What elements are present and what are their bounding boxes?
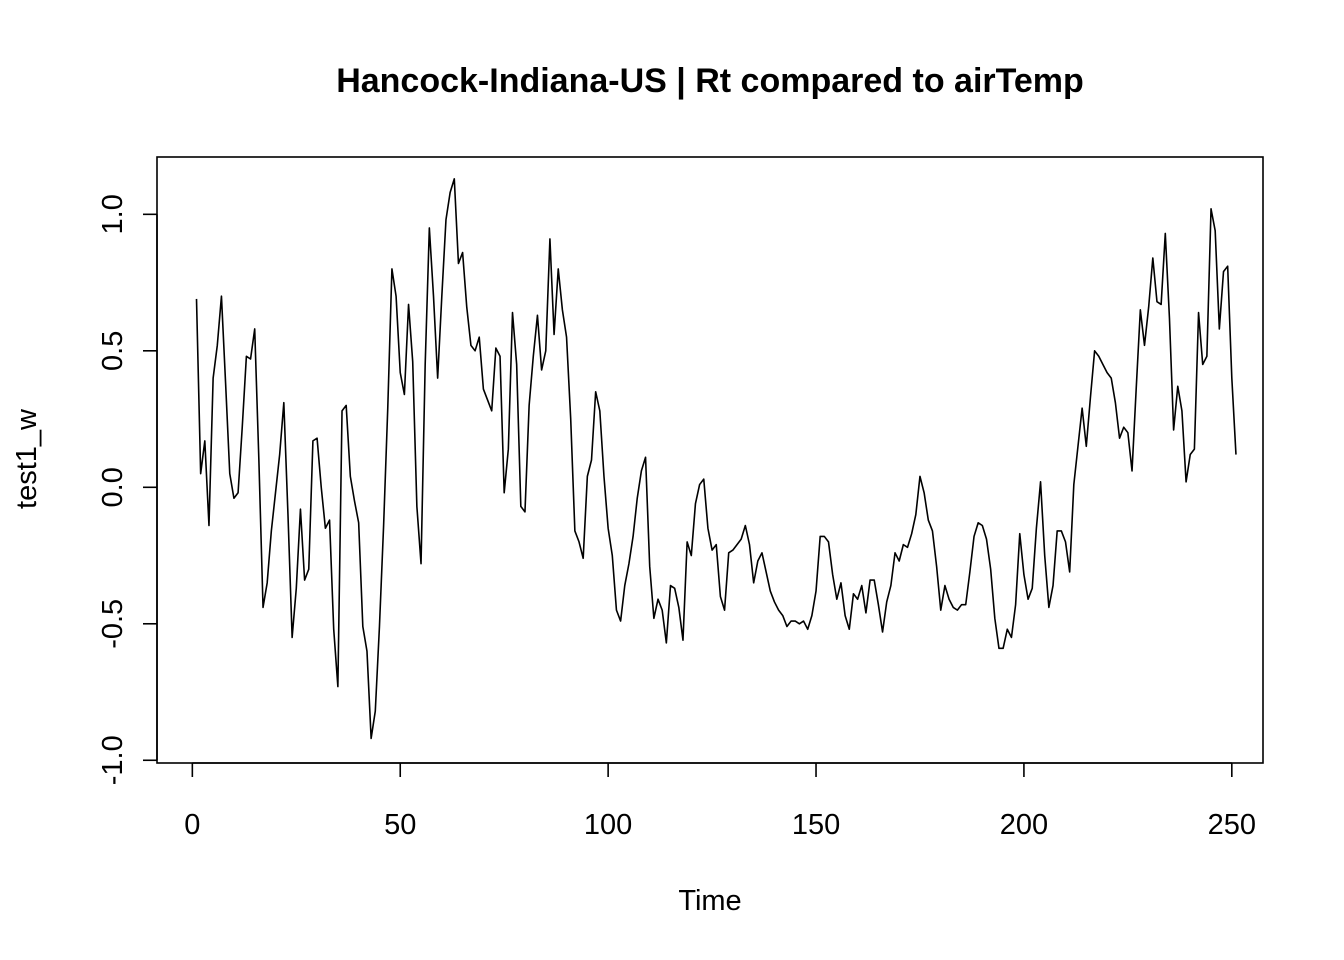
y-tick-label: -0.5 — [97, 599, 129, 649]
chart-title: Hancock-Indiana-US | Rt compared to airT… — [336, 62, 1084, 100]
y-tick-label: -1.0 — [97, 735, 129, 785]
y-tick-label: 0.5 — [97, 331, 129, 371]
y-axis-label: test1_w — [11, 408, 43, 509]
x-tick-label: 100 — [584, 809, 632, 841]
x-axis-label: Time — [678, 885, 741, 917]
x-tick-label: 50 — [384, 809, 416, 841]
series-line — [195, 178, 1237, 740]
x-axis: 0 50 100 150 200 250 — [184, 762, 1256, 841]
x-tick-label: 150 — [792, 809, 840, 841]
y-tick-label: 0.0 — [97, 467, 129, 507]
x-tick-label: 200 — [1000, 809, 1048, 841]
x-tick-label: 0 — [184, 809, 200, 841]
y-axis: -1.0 -0.5 0.0 0.5 1.0 — [97, 194, 158, 785]
y-tick-label: 1.0 — [97, 194, 129, 234]
x-tick-label: 250 — [1208, 809, 1256, 841]
plot-area-frame — [156, 156, 1264, 764]
